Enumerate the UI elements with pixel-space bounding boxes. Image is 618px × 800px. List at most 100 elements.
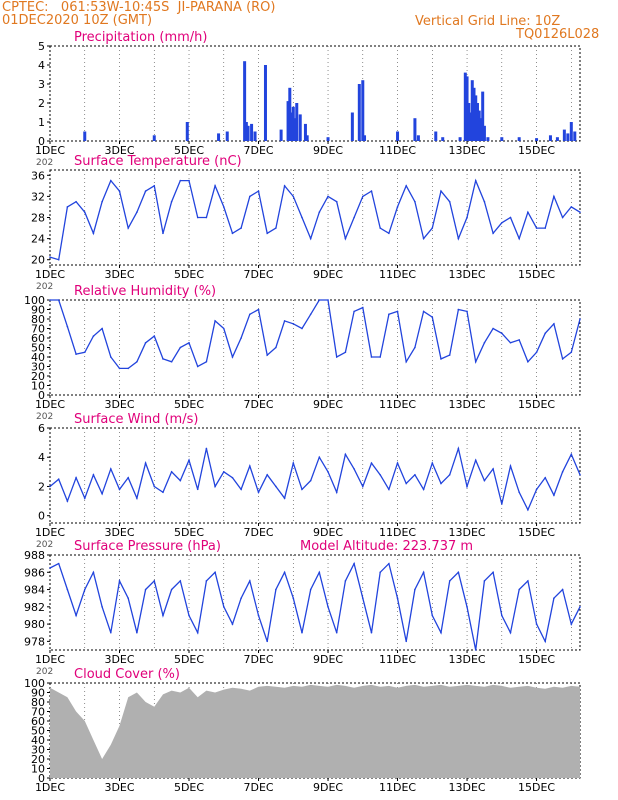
x-tick-label: 7DEC [243, 781, 273, 794]
wind-point [492, 468, 494, 470]
precip-bar [83, 131, 87, 141]
x-tick-label: 9DEC [313, 526, 343, 539]
pressure-point [266, 640, 269, 643]
x-tick-label: 15DEC [518, 268, 555, 281]
x-tick-label: 1DEC [35, 781, 65, 794]
precip-bar [298, 114, 302, 141]
humidity-point [144, 341, 147, 344]
temperature-point [405, 185, 408, 187]
temperature-point [283, 185, 286, 187]
humidity-point [231, 356, 234, 358]
temperature-point [75, 200, 77, 203]
temperature-point [501, 221, 503, 224]
x-tick-label: 3DEC [104, 398, 134, 411]
pressure-point [66, 588, 69, 591]
wind-point [49, 485, 51, 488]
temperature-point [509, 216, 512, 219]
wind-point [57, 478, 60, 480]
humidity-point [353, 310, 355, 313]
wind-point [327, 471, 329, 473]
pressure-point [440, 631, 442, 634]
humidity-point [301, 327, 303, 330]
y-tick-label: 10 [31, 763, 45, 776]
temperature-point [101, 200, 103, 203]
wind-point [144, 462, 147, 464]
humidity-point [388, 313, 390, 316]
wind-point [118, 488, 121, 491]
humidity-point [162, 358, 164, 360]
wind-point [66, 500, 69, 502]
pressure-point [196, 631, 199, 634]
temperature-point [379, 227, 381, 229]
humidity-point [188, 341, 190, 344]
temperature-point [483, 200, 486, 203]
wind-point [283, 497, 286, 499]
temperature-point [553, 195, 555, 198]
temperature-point [49, 256, 51, 258]
temperature-point [205, 216, 208, 219]
pressure-point [553, 597, 555, 599]
precip-bar [566, 133, 570, 141]
x-tick-label: 7DEC [243, 526, 273, 539]
pressure-point [492, 571, 494, 574]
y-tick-label: 0 [38, 135, 45, 148]
precip-bar [279, 129, 283, 141]
pressure-point [361, 597, 364, 599]
temperature-point [240, 227, 242, 229]
precip-bar [548, 135, 552, 141]
humidity-point [466, 310, 468, 313]
wind-point [249, 465, 251, 467]
temperature-point [457, 237, 460, 240]
precip-bar [474, 95, 478, 141]
cloud-cover-title: Cloud Cover (%) [74, 667, 180, 682]
humidity-point [544, 332, 547, 335]
wind-point [370, 462, 373, 464]
wind-point [222, 471, 225, 473]
precip-bar [363, 135, 367, 141]
y-tick-label: 36 [31, 169, 45, 182]
pressure-point [483, 580, 486, 582]
pressure-point [179, 580, 182, 582]
y-tick-label: 30 [31, 744, 45, 757]
humidity-point [49, 299, 51, 301]
year-label: 202 [36, 540, 53, 550]
humidity-frame [49, 299, 581, 396]
pressure-point [327, 606, 329, 608]
humidity-point [309, 313, 312, 316]
temperature-point [344, 237, 347, 240]
y-tick-label: 60 [31, 332, 45, 345]
y-tick-label: 982 [24, 601, 45, 614]
pressure-point [92, 571, 95, 574]
pressure-point [457, 571, 460, 574]
precip-bar [243, 61, 247, 142]
x-tick-label: 1DEC [35, 398, 65, 411]
y-tick-label: 0 [38, 510, 45, 523]
humidity-point [214, 320, 216, 322]
x-tick-label: 5DEC [174, 144, 204, 157]
wind-point [509, 465, 512, 467]
y-tick-label: 100 [24, 294, 45, 307]
pressure-panel: 978 980 982 984 986 988 Surface Pressure (hPa)… [24, 539, 581, 677]
humidity-point [249, 313, 251, 316]
humidity-point [83, 351, 86, 354]
humidity-point [474, 360, 477, 363]
temperature-point [414, 200, 416, 203]
y-tick-label: 100 [24, 677, 45, 690]
pressure-point [75, 614, 77, 617]
wind-point [309, 479, 312, 482]
pressure-point [257, 614, 260, 617]
pressure-point [388, 562, 390, 565]
wind-point [257, 491, 260, 494]
wind-point [483, 479, 486, 482]
precip-bar [517, 137, 521, 141]
wind-point [162, 491, 164, 494]
temperature-point [440, 190, 442, 192]
precip-bar [413, 118, 417, 141]
pressure-point [570, 623, 573, 625]
humidity-point [196, 365, 199, 368]
wind-point [379, 473, 381, 476]
humidity-point [518, 339, 520, 341]
temperature-series-line [49, 178, 581, 261]
precip-bar [326, 137, 330, 141]
